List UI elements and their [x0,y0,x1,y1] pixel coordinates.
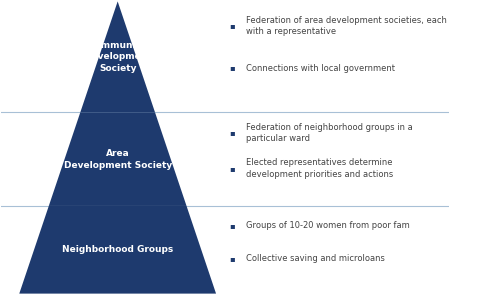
Polygon shape [49,112,187,206]
Text: Federation of neighborhood groups in a
particular ward: Federation of neighborhood groups in a p… [246,123,413,143]
Text: Groups of 10-20 women from poor fam: Groups of 10-20 women from poor fam [246,221,410,230]
Polygon shape [80,1,155,112]
Text: Community
Development
Society: Community Development Society [84,41,151,73]
Text: Federation of area development societies, each
with a representative: Federation of area development societies… [246,16,447,36]
Text: Connections with local government: Connections with local government [246,63,395,73]
Text: ▪: ▪ [229,221,235,230]
Text: Elected representatives determine
development priorities and actions: Elected representatives determine develo… [246,158,394,178]
Polygon shape [19,206,216,294]
Text: ▪: ▪ [229,164,235,173]
Text: ▪: ▪ [229,254,235,263]
Text: Collective saving and microloans: Collective saving and microloans [246,254,385,263]
Text: ▪: ▪ [229,21,235,30]
Text: Neighborhood Groups: Neighborhood Groups [62,245,174,254]
Text: ▪: ▪ [229,63,235,73]
Text: ▪: ▪ [229,129,235,137]
Text: Area
Development Society: Area Development Society [64,149,172,170]
